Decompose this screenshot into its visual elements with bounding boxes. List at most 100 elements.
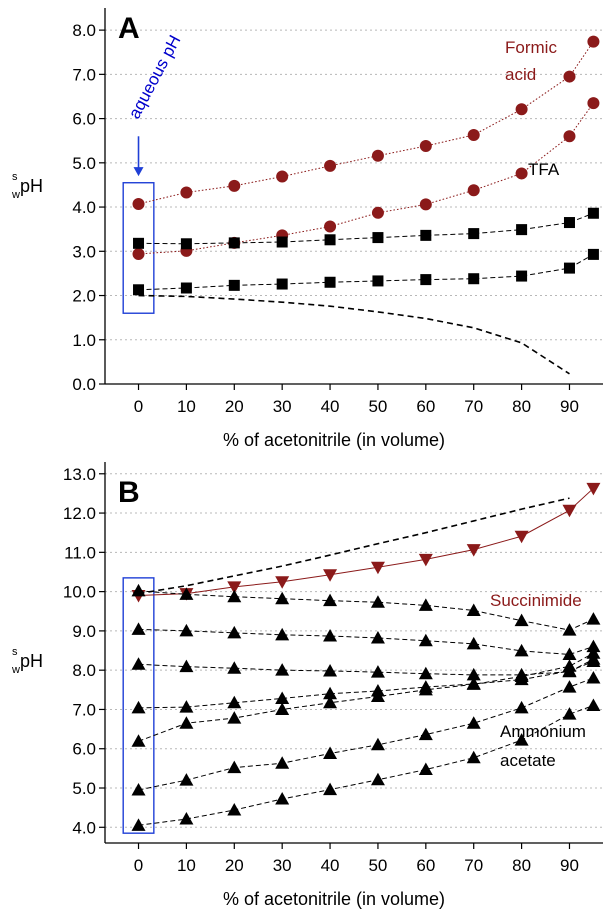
data-point-triangle	[131, 583, 146, 597]
data-point-triangle	[466, 636, 481, 650]
data-point-triangle	[131, 657, 146, 670]
x-tick-label: 60	[416, 397, 435, 416]
data-point-triangle-down	[275, 576, 290, 589]
y-axis-label-super: s	[12, 646, 18, 658]
y-tick-label: 5.0	[72, 154, 96, 173]
annotation-label: acid	[505, 65, 536, 84]
series-1	[132, 35, 600, 210]
panel-letter: A	[118, 12, 140, 45]
data-point-triangle	[227, 661, 242, 674]
y-tick-label: 2.0	[72, 287, 96, 306]
x-tick-label: 80	[512, 397, 531, 416]
data-point-triangle	[514, 669, 529, 682]
series-line	[138, 497, 570, 595]
data-point-triangle	[275, 792, 290, 805]
data-point-square	[468, 228, 480, 240]
series-line	[138, 658, 594, 676]
data-point-triangle	[514, 733, 529, 746]
x-tick-label: 0	[134, 856, 143, 875]
data-point-circle	[515, 103, 528, 116]
data-point-triangle	[586, 646, 601, 659]
data-point-triangle	[227, 625, 242, 639]
data-point-triangle	[275, 627, 290, 641]
data-point-circle	[324, 159, 337, 172]
x-tick-label: 80	[512, 856, 531, 875]
data-point-triangle	[131, 700, 146, 714]
data-point-square	[324, 276, 336, 288]
data-point-circle	[132, 247, 145, 260]
data-point-triangle-down	[227, 581, 242, 594]
data-point-triangle	[418, 762, 433, 776]
aqueous-ph-arrowhead	[133, 167, 144, 177]
y-tick-label: 7.0	[72, 700, 96, 719]
data-point-triangle	[179, 623, 194, 637]
data-point-triangle	[131, 622, 146, 635]
data-point-triangle	[466, 677, 481, 690]
data-point-triangle	[418, 633, 433, 647]
x-tick-label: 70	[464, 856, 483, 875]
data-point-triangle	[466, 716, 481, 729]
data-point-triangle	[370, 595, 385, 608]
y-axis-label-main: pH	[20, 651, 43, 671]
series-line	[138, 102, 594, 255]
series-4	[131, 622, 601, 660]
data-point-triangle	[370, 772, 385, 786]
data-point-triangle	[323, 782, 338, 796]
x-tick-label: 90	[560, 397, 579, 416]
data-point-triangle	[514, 613, 529, 627]
data-point-square	[587, 207, 599, 219]
data-point-square	[133, 284, 145, 296]
data-point-triangle	[466, 667, 481, 681]
data-point-square	[587, 248, 599, 260]
x-tick-label: 60	[416, 856, 435, 875]
data-point-square	[228, 279, 240, 291]
data-point-triangle	[586, 639, 601, 653]
annotation-label: Formic	[505, 38, 557, 57]
x-tick-label: 10	[177, 397, 196, 416]
data-point-triangle	[227, 589, 242, 603]
data-point-circle	[467, 128, 480, 141]
series-8	[131, 671, 601, 796]
data-point-triangle	[514, 700, 529, 714]
x-tick-label: 40	[321, 856, 340, 875]
data-point-triangle	[323, 663, 338, 677]
series-4	[133, 248, 599, 296]
annotation-label: aqueous pH	[125, 32, 185, 122]
data-point-triangle	[227, 803, 242, 816]
series-line	[138, 487, 594, 597]
data-point-square	[372, 275, 384, 287]
data-point-triangle	[227, 695, 242, 709]
data-point-circle	[563, 130, 576, 143]
series-line	[138, 590, 594, 631]
data-point-square	[420, 274, 432, 286]
data-point-triangle	[323, 686, 338, 700]
data-point-triangle	[179, 716, 194, 729]
data-point-triangle	[275, 663, 290, 676]
data-point-square	[563, 217, 575, 229]
series-1	[131, 482, 601, 603]
data-point-triangle	[227, 760, 242, 774]
data-point-square	[420, 229, 432, 241]
x-tick-label: 10	[177, 856, 196, 875]
x-axis-label: % of acetonitrile (in volume)	[223, 430, 445, 450]
data-point-triangle	[275, 591, 290, 605]
data-point-triangle	[466, 603, 481, 616]
y-tick-label: 1.0	[72, 331, 96, 350]
data-point-triangle	[418, 598, 433, 611]
x-tick-label: 50	[368, 397, 387, 416]
x-tick-label: 90	[560, 856, 579, 875]
data-point-triangle	[418, 666, 433, 680]
y-tick-label: 6.0	[72, 110, 96, 129]
data-point-square	[276, 278, 288, 290]
x-tick-label: 0	[134, 397, 143, 416]
y-axis-label-sub: w	[11, 664, 20, 676]
data-point-triangle	[323, 593, 338, 607]
aqueous-ph-box	[122, 182, 155, 314]
data-point-triangle	[323, 746, 338, 759]
y-tick-label: 4.0	[72, 818, 96, 837]
data-point-triangle	[586, 698, 601, 712]
data-point-triangle	[179, 587, 194, 600]
data-point-square	[180, 282, 192, 294]
data-point-square	[372, 232, 384, 244]
